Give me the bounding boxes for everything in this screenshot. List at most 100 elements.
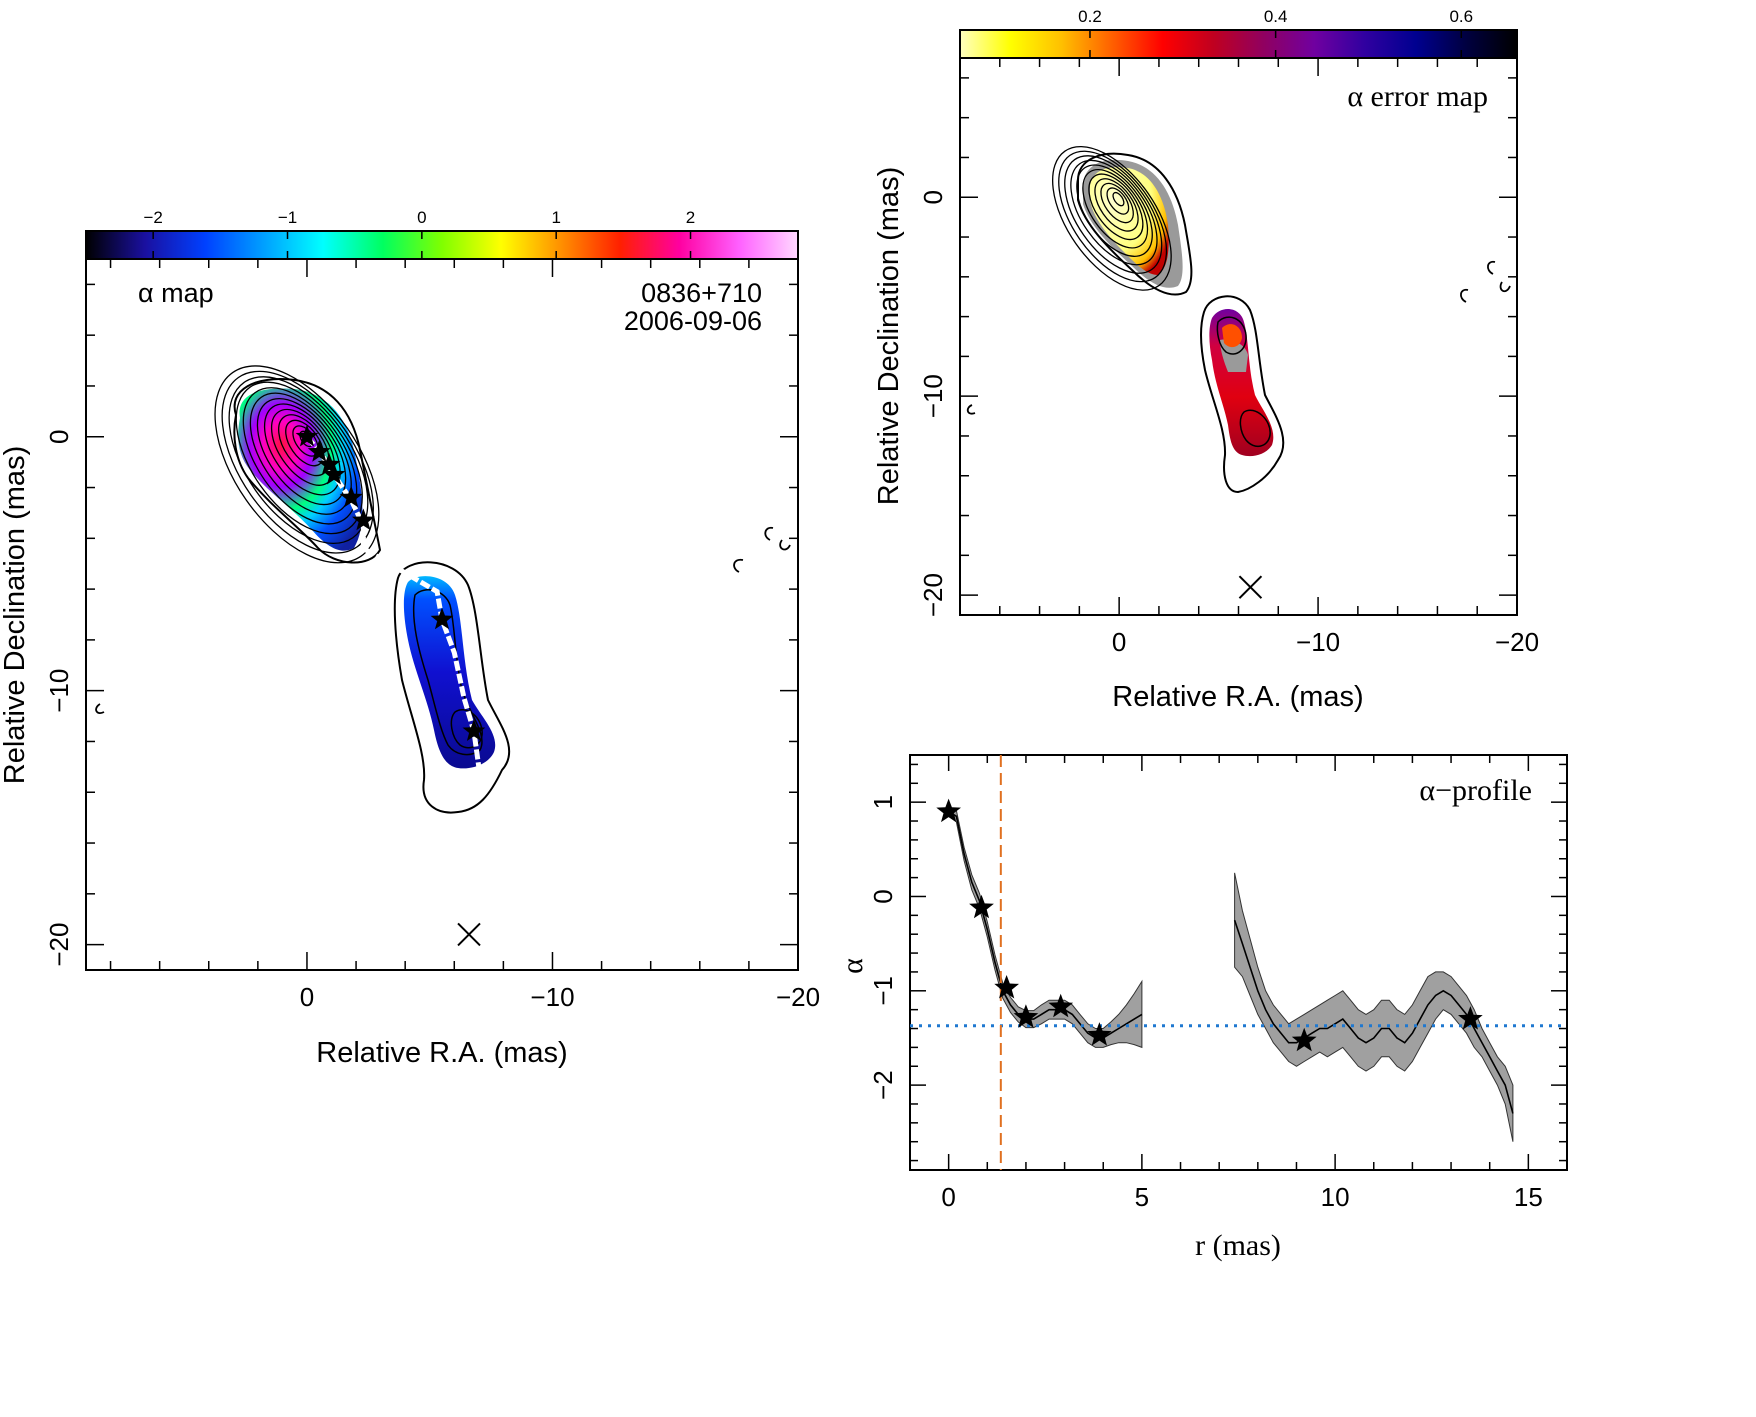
x-tick-label: 0 <box>300 982 314 1012</box>
y-tick-label: 0 <box>868 889 898 903</box>
profile-star <box>936 798 961 823</box>
x-tick-label: 10 <box>1321 1182 1350 1212</box>
x-tick-label: −10 <box>530 982 574 1012</box>
y-tick-label: −2 <box>868 1070 898 1100</box>
profile-xlabel: r (mas) <box>1195 1229 1281 1262</box>
core-contour <box>263 403 341 496</box>
alpha-map-frame <box>85 258 799 971</box>
profile-stars <box>936 798 1483 1052</box>
profile-star <box>994 975 1019 999</box>
error-map-ylabel: Relative Declination (mas) <box>873 167 905 505</box>
error-jet-contour-knot <box>1239 409 1271 447</box>
x-tick-label: −20 <box>1495 627 1539 657</box>
x-tick-label: 0 <box>1112 627 1126 657</box>
alpha-map-star <box>339 485 363 508</box>
core-contour <box>1100 182 1134 224</box>
alpha-map-title: α map <box>138 278 214 308</box>
error-beam-cross <box>1238 575 1263 599</box>
y-tick-label: 0 <box>918 190 948 204</box>
alpha-beam-cross <box>457 922 481 947</box>
core-contour <box>278 414 330 477</box>
profile-ylabel: α <box>836 958 869 974</box>
alpha-noise-contour <box>779 539 791 551</box>
y-tick-label: −20 <box>44 923 74 967</box>
core-contour <box>256 397 347 506</box>
profile-error-bands <box>948 806 1514 1142</box>
alpha-map-ticks: 0 −10 −20 0 −10 −20 <box>44 259 820 1012</box>
core-contour <box>285 419 325 467</box>
core-contour <box>235 381 363 535</box>
colorbar-tick-label: 0 <box>417 208 426 227</box>
alpha-map-stars <box>295 424 486 741</box>
error-noise-contours <box>966 260 1511 415</box>
profile-line <box>1233 919 1514 1114</box>
core-contour <box>242 387 358 525</box>
alpha-map-star <box>307 440 331 462</box>
alpha-colorbar <box>85 230 799 260</box>
x-tick-label: 5 <box>1135 1182 1149 1212</box>
alpha-map-star <box>317 452 341 475</box>
profile-star <box>1013 1004 1039 1028</box>
core-contour <box>1112 191 1125 207</box>
alpha-jet-contour-inner <box>412 589 483 756</box>
core-contour <box>1064 155 1163 274</box>
alpha-map-star <box>462 719 486 741</box>
colorbar-tick-label: −1 <box>278 208 297 227</box>
alpha-map-star <box>295 424 319 447</box>
error-noise-contour <box>1487 260 1496 275</box>
core-contour <box>1082 168 1149 249</box>
alpha-noise-contour <box>764 526 774 541</box>
alpha-map-ylabel: Relative Declination (mas) <box>0 446 31 784</box>
x-tick-label: −20 <box>776 982 820 1012</box>
alpha-noise-contours <box>95 526 791 714</box>
core-contour <box>1106 187 1130 215</box>
error-jet-contour-inner <box>1216 316 1247 355</box>
alpha-map-star <box>352 508 375 531</box>
y-tick-label: −20 <box>918 573 948 617</box>
y-tick-label: −10 <box>44 669 74 713</box>
error-core-contours <box>1051 145 1172 291</box>
core-contour <box>249 392 352 515</box>
core-contour <box>228 376 369 545</box>
alpha-map-xlabel: Relative R.A. (mas) <box>316 1037 567 1069</box>
error-colorbar-ticks: 0.2 0.4 0.6 <box>1078 7 1473 58</box>
profile-star <box>1458 1006 1483 1030</box>
alpha-map-star <box>430 607 454 630</box>
error-colorbar <box>959 29 1518 59</box>
profile-star <box>1048 993 1074 1018</box>
alpha-noise-contour <box>95 703 105 714</box>
colorbar-tick-label: 1 <box>551 208 560 227</box>
error-jet-orange-knot <box>1222 324 1242 348</box>
beam-stroke <box>457 922 481 947</box>
error-map-ticks: 0 −10 −20 0 −10 −20 <box>918 58 1539 657</box>
alpha-noise-contour <box>733 558 744 573</box>
error-noise-contour <box>1499 281 1511 293</box>
y-tick-label: 1 <box>868 795 898 809</box>
colorbar-tick-label: 2 <box>686 208 695 227</box>
core-contour <box>1058 150 1168 283</box>
error-core-contour-outer <box>1077 152 1193 296</box>
alpha-jet-emission <box>393 561 511 814</box>
error-map-title: α error map <box>1347 80 1488 113</box>
alpha-core-emission <box>214 365 382 564</box>
core-contour <box>1088 173 1144 241</box>
error-map-xlabel: Relative R.A. (mas) <box>1112 681 1363 713</box>
colorbar-tick-label: 0.4 <box>1264 7 1288 26</box>
alpha-map-panel: −2 −1 0 1 2 0 −10 −200−10−20 α map 0836+710 <box>0 208 820 1069</box>
x-tick-label: 15 <box>1514 1182 1543 1212</box>
error-jet-grey-patch <box>1220 339 1248 372</box>
core-contour <box>1070 159 1158 266</box>
core-contour <box>1051 145 1172 291</box>
profile-star <box>1291 1027 1317 1052</box>
x-tick-label: −10 <box>1296 627 1340 657</box>
profile-star <box>1087 1022 1112 1046</box>
core-contour <box>221 370 374 554</box>
error-core-emission <box>1051 145 1193 296</box>
error-map-panel: 0.2 0.4 0.6 0 −10 −20 0 −10 −20 α error map Rel… <box>873 7 1539 713</box>
profile-error-band <box>1234 872 1514 1142</box>
y-tick-label: 0 <box>44 430 74 444</box>
colorbar-tick-label: 0.6 <box>1449 7 1473 26</box>
alpha-colorbar-ticks: −2 −1 0 1 2 <box>143 208 695 259</box>
